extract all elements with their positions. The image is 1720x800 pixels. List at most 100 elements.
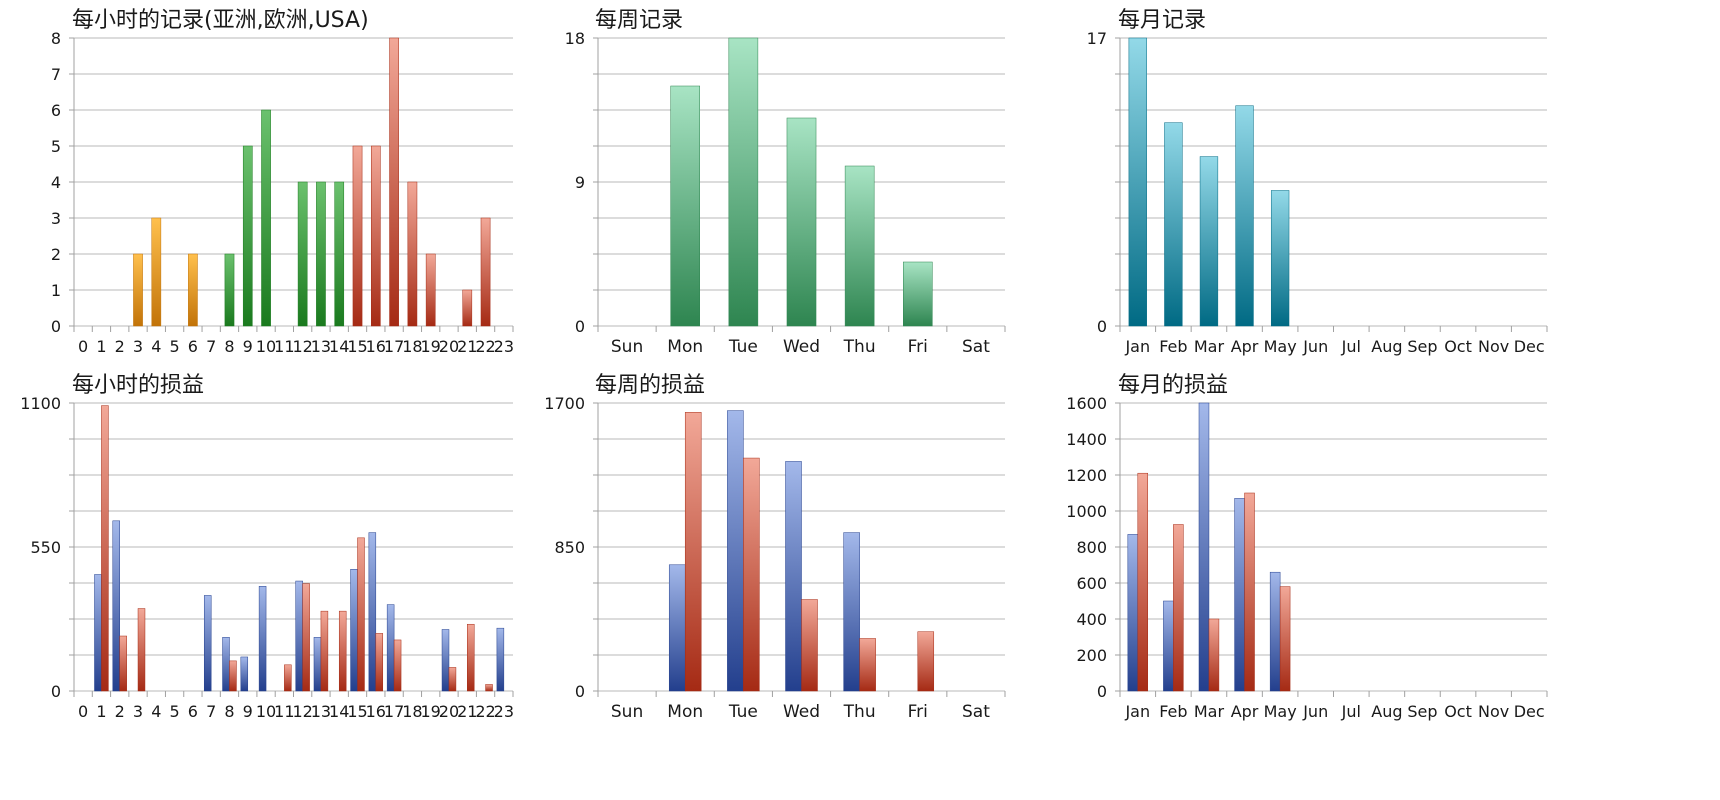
bar: Wed: 13 [786,117,817,327]
bar: May: 660 [1269,571,1281,692]
bar: Mon: 15 [670,85,701,327]
x-tick-label: Tue [728,702,758,722]
x-tick-label: Sun [611,702,643,722]
x-tick-label: 18 [402,702,422,721]
x-tick-label: 2 [115,337,125,356]
y-tick-label: 800 [1076,538,1107,557]
x-tick-label: 0 [78,702,88,721]
bar: Feb: 925 [1173,524,1184,692]
bar: 20: 235 [441,629,450,692]
x-tick-label: Fri [908,702,928,722]
x-tick-label: Jun [1302,337,1328,356]
bar: 15: 5 [352,145,363,327]
bar: 8: 115 [229,660,237,692]
bar: 3: 315 [137,608,146,692]
bar: Fri: 4 [903,261,933,327]
x-tick-label: 9 [243,337,253,356]
plot-monthly-pnl: 0 200 400 600 800 1000 1200 1400 1600 Jan Feb Mar Ap… [1066,394,1548,721]
y-tick-label: 1 [51,281,61,300]
chart-monthly-records: 每月记录 [1110,0,1610,365]
y-tick-label: 0 [51,682,61,701]
x-tick-label: Sep [1407,702,1437,721]
x-tick-label: Sun [611,337,643,357]
x-tick-label: 13 [311,702,331,721]
x-tick-label: 8 [224,702,234,721]
bar: Apr: 13 [1235,105,1254,327]
bar: 17: 195 [393,639,402,692]
x-tick-label: 1 [96,702,106,721]
x-tick-label: 10 [256,702,276,721]
bar: 22: 25 [485,684,493,692]
x-tick-label: 2 [115,702,125,721]
x-tick-label: Mon [667,702,703,722]
bar: 8: 2 [224,253,235,327]
bar: 12: 410 [302,583,310,692]
bar: Mar: 400 [1208,618,1220,692]
x-tick-label: 3 [133,337,143,356]
x-tick-label: 23 [494,337,514,356]
bar: 22: 3 [480,217,491,327]
y-tick-label: 9 [575,173,585,192]
y-tick-label: 200 [1076,646,1107,665]
bar: Mar: 10 [1199,156,1219,327]
x-tick-label: Mar [1194,337,1225,356]
x-tick-label: 11 [274,337,294,356]
y-tick-label: 5 [51,137,61,156]
x-tick-label: Jul [1341,702,1361,721]
bar: May: 580 [1279,586,1291,692]
x-tick-label: 22 [475,337,495,356]
chart-hourly-pnl: 每小时的损益 [64,365,564,730]
bar: 1: 1090 [101,405,109,692]
x-tick-label: 4 [151,337,161,356]
y-tick-label: 1400 [1066,430,1107,449]
bar: Thu: 935 [843,532,860,692]
x-tick-label: 20 [439,337,459,356]
bar: 12: 420 [295,580,303,692]
bar: 14: 305 [338,610,347,692]
chart-title: 每小时的记录(亚洲,欧洲,USA) [72,8,369,33]
x-tick-label: 4 [151,702,161,721]
x-tick-label: 22 [475,702,495,721]
bar: 9: 5 [242,145,253,327]
x-tick-label: 12 [292,702,312,721]
x-tick-label: Mar [1194,702,1225,721]
bar: Feb: 12 [1164,122,1183,327]
x-tick-label: 16 [366,337,386,356]
bar: Jan: 870 [1127,534,1139,692]
bar: 11: 100 [284,664,292,692]
x-tick-label: Wed [783,702,820,722]
bar: Thu: 10 [844,165,875,327]
x-tick-label: 5 [170,337,180,356]
x-tick-label: 7 [206,702,216,721]
x-tick-label: 3 [133,702,143,721]
bar: Tue: 1655 [727,410,744,692]
x-tick-label: Aug [1371,702,1402,721]
x-tick-label: 14 [329,702,349,721]
x-tick-label: Jul [1341,337,1361,356]
x-tick-label: Dec [1514,337,1545,356]
y-tick-label: 1200 [1066,466,1107,485]
chart-hourly-records: 每小时的记录(亚洲,欧洲,USA) [64,0,564,365]
x-tick-label: May [1264,337,1297,356]
x-tick-label: 13 [311,337,331,356]
x-tick-label: Jun [1302,702,1328,721]
y-tick-label: 4 [51,173,61,192]
x-tick-label: Feb [1159,337,1187,356]
x-tick-label: Sep [1407,337,1437,356]
bar: 17: 330 [386,604,395,692]
y-tick-label: 3 [51,209,61,228]
y-tick-label: 0 [1097,682,1107,701]
bar: Wed: 540 [801,599,818,692]
chart-monthly-pnl: 每月的损益 [1110,365,1610,730]
y-tick-label: 600 [1076,574,1107,593]
bar: May: 8 [1270,190,1290,327]
y-tick-label: 8 [51,29,61,48]
x-tick-label: Feb [1159,702,1187,721]
x-tick-label: 18 [402,337,422,356]
x-tick-label: Oct [1444,702,1472,721]
bar: 2: 650 [112,520,120,692]
bar: 13: 305 [320,610,329,692]
chart-title: 每月记录 [1118,8,1207,33]
bar: 16: 605 [368,532,377,692]
